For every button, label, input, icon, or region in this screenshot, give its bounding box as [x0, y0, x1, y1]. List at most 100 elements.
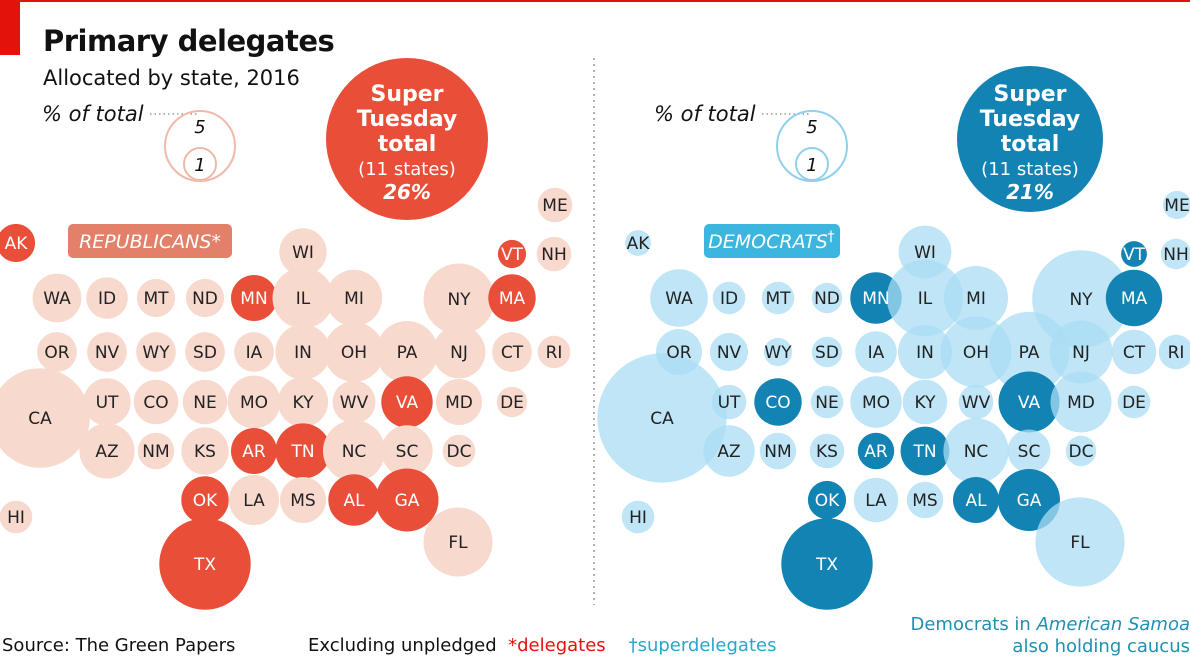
dem-label-md: MD: [1067, 393, 1095, 413]
dem-label-ma: MA: [1121, 289, 1148, 309]
dem-bubble-de: [1117, 385, 1151, 419]
rep-bubble-md: [436, 379, 482, 425]
dem-label-id: ID: [720, 289, 738, 309]
dem-st-pct: 21%: [1006, 180, 1054, 204]
dem-label-va: VA: [1018, 393, 1041, 413]
dem-bubble-ok: [807, 480, 847, 520]
rep-bubble-ks: [181, 427, 229, 475]
rep-bubble-mn: [231, 275, 277, 321]
dem-badge-mark: †: [828, 229, 835, 245]
rep-label-ne: NE: [193, 393, 216, 413]
rep-bubble-ar: [231, 428, 277, 474]
chart-subtitle: Allocated by state, 2016: [43, 66, 300, 90]
dem-legend-label: % of total: [654, 102, 756, 126]
rep-label-sc: SC: [396, 442, 419, 462]
rep-label-tx: TX: [193, 555, 216, 575]
rep-legend-label: % of total: [42, 102, 144, 126]
rep-label-fl: FL: [448, 533, 468, 553]
dem-bubble-me: [1162, 190, 1190, 220]
rep-label-ma: MA: [499, 289, 526, 309]
dem-bubble-in: [898, 325, 952, 379]
rep-st-line2: Tuesday: [357, 107, 458, 132]
rep-bubble-ny: [423, 263, 495, 335]
rep-bubble-az: [79, 423, 135, 479]
dem-label-wi: WI: [914, 243, 936, 263]
rep-label-ky: KY: [293, 393, 315, 413]
chart-title: Primary delegates: [43, 24, 335, 58]
rep-bubble-la: [228, 474, 280, 526]
samoa-line1b: American Samoa: [1036, 614, 1190, 635]
samoa-note: Democrats in American Samoa also holding …: [900, 614, 1190, 658]
dem-bubble-hi: [621, 500, 655, 534]
rep-bubble-mo: [227, 375, 281, 429]
dem-bubble-nj: [1049, 320, 1113, 384]
dem-bubble-sd: [811, 336, 843, 368]
dem-bubble-nv: [709, 332, 749, 372]
dem-bubble-nc: [943, 418, 1009, 484]
rep-bubble-ak: [0, 223, 36, 263]
rep-bubble-or: [37, 332, 77, 372]
dem-label-nh: NH: [1163, 245, 1189, 265]
rep-label-ct: CT: [501, 343, 524, 363]
dem-bubble-tn: [900, 426, 950, 476]
dem-label-wy: WY: [764, 343, 792, 363]
rep-label-wi: WI: [292, 243, 314, 263]
rep-badge: REPUBLICANS*: [68, 224, 232, 258]
rep-legend-outer-value: 5: [194, 117, 205, 138]
rep-label-ca: CA: [28, 409, 52, 429]
dem-label-ks: KS: [816, 442, 838, 462]
rep-st-states: (11 states): [358, 159, 456, 180]
rep-bubble-sc: [381, 425, 433, 477]
dem-label-ak: AK: [627, 234, 651, 254]
rep-bubble-nd: [185, 278, 225, 318]
dem-label-sc: SC: [1018, 442, 1041, 462]
rep-bubble-nv: [87, 332, 127, 372]
dem-legend-inner-value: 1: [806, 155, 817, 176]
dem-bubble-wy: [763, 337, 793, 367]
dem-badge-label: DEMOCRATS: [708, 231, 828, 253]
rep-legend-inner-circle: [183, 147, 217, 181]
rep-bubble-ne: [182, 379, 228, 425]
rep-bubble-ct: [492, 332, 532, 372]
dem-legend: % of total 5 1: [654, 102, 848, 182]
rep-bubble-tx: [159, 518, 251, 610]
rep-label-nm: NM: [142, 442, 169, 462]
rep-badge-label: REPUBLICANS*: [79, 231, 221, 253]
dem-bubble-fl: [1035, 497, 1125, 587]
dem-bubble-ms: [906, 481, 944, 519]
dem-bubble-mi: [944, 266, 1008, 330]
dem-bubble-tx: [781, 518, 873, 610]
dem-bubble-ks: [809, 433, 845, 469]
rep-label-in: IN: [294, 343, 312, 363]
rep-bubble-id: [86, 277, 128, 319]
dem-st-states: (11 states): [981, 159, 1079, 180]
rep-label-ia: IA: [246, 343, 263, 363]
rep-bubble-hi: [0, 500, 33, 534]
samoa-line2: also holding caucus: [1012, 636, 1190, 657]
dem-label-ga: GA: [1017, 491, 1042, 511]
dem-label-hi: HI: [629, 508, 647, 528]
dem-label-in: IN: [916, 343, 934, 363]
dem-bubble-ct: [1111, 329, 1157, 375]
dem-bubble-nd: [811, 282, 843, 314]
dem-bubble-mn: [850, 272, 902, 324]
dem-bubble-az: [703, 425, 755, 477]
rep-label-ks: KS: [194, 442, 216, 462]
dem-label-ca: CA: [650, 409, 674, 429]
rep-badge-box: [68, 224, 232, 258]
dem-badge: DEMOCRATS †: [704, 224, 840, 258]
rep-label-de: DE: [500, 393, 524, 413]
footnote-rep: *delegates: [508, 635, 606, 656]
dem-label-de: DE: [1122, 393, 1146, 413]
rep-bubble-wi: [279, 228, 327, 276]
rep-label-sd: SD: [193, 343, 217, 363]
rep-bubble-ok: [181, 476, 229, 524]
dem-bubble-al: [953, 477, 999, 523]
rep-label-nc: NC: [342, 442, 367, 462]
footnote-dem: †superdelegates: [628, 635, 777, 656]
dem-label-or: OR: [666, 343, 691, 363]
rep-label-wa: WA: [43, 289, 71, 309]
rep-bubble-ut: [83, 378, 131, 426]
dem-label-sd: SD: [815, 343, 839, 363]
dem-bubble-ne: [810, 385, 844, 419]
